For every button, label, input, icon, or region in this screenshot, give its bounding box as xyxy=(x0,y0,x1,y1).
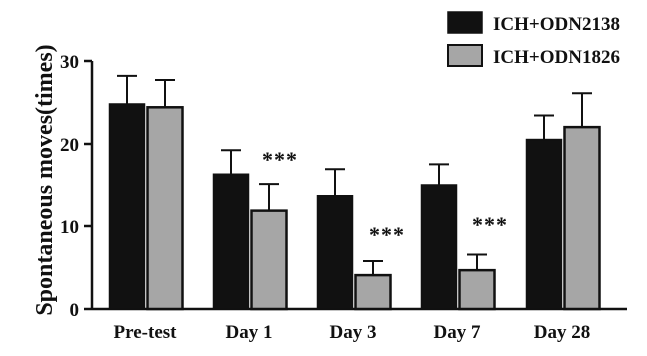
x-tick-label-day-28: Day 28 xyxy=(534,322,590,343)
y-tick-label: 20 xyxy=(60,135,79,156)
legend-label: ICH+ODN1826 xyxy=(493,47,620,68)
y-tick-30: 30 xyxy=(60,52,92,73)
bar-ich-odn2138-0 xyxy=(108,103,146,310)
legend-swatch-gray xyxy=(447,44,483,67)
bar-ich-odn2138-3 xyxy=(420,184,458,310)
bar-ich-odn2138-1 xyxy=(212,173,250,310)
bar-ich-odn1826-1 xyxy=(250,209,288,311)
x-tick-label-day-1: Day 1 xyxy=(226,322,273,343)
x-tick-label-day-7: Day 7 xyxy=(434,322,481,343)
legend: ICH+ODN2138 ICH+ODN1826 xyxy=(447,11,620,68)
x-tick-label-pre-test: Pre-test xyxy=(114,322,178,343)
y-tick-0: 0 xyxy=(70,300,92,321)
y-tick-10: 10 xyxy=(60,217,92,238)
bar-ich-odn1826-3 xyxy=(458,268,496,311)
bar-ich-odn1826-2 xyxy=(354,273,392,311)
significance-marker-day-1: *** xyxy=(262,147,298,172)
significance-marker-day-7: *** xyxy=(472,212,508,237)
x-tick-label-day-3: Day 3 xyxy=(330,322,377,343)
y-axis-label: Spontaneous moves(times) xyxy=(32,44,58,315)
y-tick-label: 0 xyxy=(70,300,80,321)
y-tick-20: 20 xyxy=(60,135,92,156)
bar-ich-odn2138-4 xyxy=(525,138,563,310)
legend-swatch-black xyxy=(447,11,483,34)
bar-ich-odn1826-4 xyxy=(563,125,601,311)
legend-item-ich-odn2138: ICH+ODN2138 xyxy=(447,11,620,35)
legend-item-ich-odn1826: ICH+ODN1826 xyxy=(447,44,620,68)
bars-group xyxy=(108,74,601,311)
y-tick-label: 30 xyxy=(60,52,79,73)
legend-label: ICH+ODN2138 xyxy=(493,14,620,35)
bar-ich-odn2138-2 xyxy=(316,194,354,310)
y-tick-label: 10 xyxy=(60,217,79,238)
significance-marker-day-3: *** xyxy=(369,222,405,247)
bar-ich-odn1826-0 xyxy=(146,106,184,311)
